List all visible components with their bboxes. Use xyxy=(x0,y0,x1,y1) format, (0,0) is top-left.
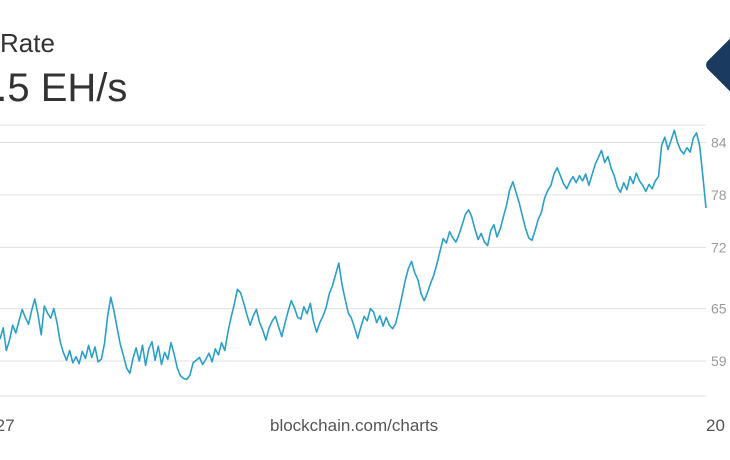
source-label: blockchain.com/charts xyxy=(270,416,439,435)
y-tick-label: 72 xyxy=(711,239,727,255)
series-line xyxy=(0,129,707,381)
x-axis-end-label: 20 xyxy=(706,416,725,435)
y-tick-label: 84 xyxy=(711,134,727,150)
y-tick-label: 65 xyxy=(711,301,727,317)
chart-title: Rate xyxy=(0,28,55,58)
x-axis-start-label: -27 xyxy=(0,416,15,435)
y-tick-label: 78 xyxy=(711,187,727,203)
y-tick-label: 59 xyxy=(711,353,727,369)
current-value: 3.5 EH/s xyxy=(0,66,128,110)
